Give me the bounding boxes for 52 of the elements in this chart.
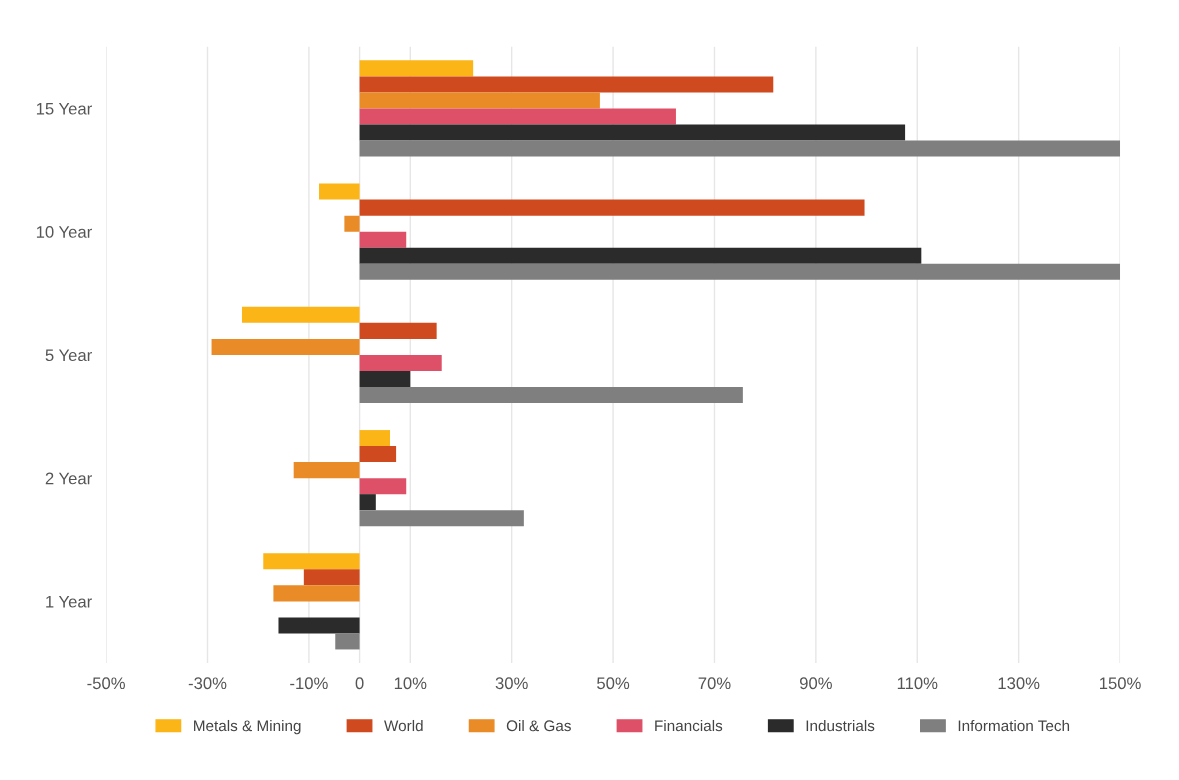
x-tick-label: 30% [495, 677, 528, 690]
bar [359, 199, 865, 216]
x-tick-label: 110% [897, 677, 938, 690]
y-tick-label: 5 Year [45, 349, 92, 362]
bar [293, 462, 360, 479]
bar [303, 569, 360, 586]
bar [211, 338, 360, 355]
bar [273, 585, 360, 602]
bar [359, 124, 906, 141]
bar [359, 430, 391, 447]
bar [359, 108, 676, 125]
legend-label: Financials [655, 719, 723, 732]
bar [359, 76, 774, 93]
y-tick-label: 1 Year [46, 595, 92, 608]
y-tick-label: 10 Year [36, 226, 92, 238]
bar [359, 478, 407, 495]
bar [263, 553, 360, 570]
bar [359, 510, 524, 527]
x-tick-label: -10% [290, 677, 328, 690]
y-tick-label: 15 Year [36, 102, 92, 115]
x-tick-label: 0 [355, 677, 364, 690]
bar [359, 494, 376, 511]
bar [359, 322, 437, 339]
bar [278, 617, 360, 634]
x-tick-label: 50% [597, 677, 630, 690]
x-tick-label: -30% [188, 677, 227, 690]
bar [359, 386, 743, 403]
bar [359, 60, 474, 77]
bar [319, 183, 360, 200]
bar [335, 633, 360, 650]
bar [359, 247, 922, 264]
x-tick-label: 150% [1100, 677, 1141, 690]
legend-label: Metals & Mining [194, 719, 301, 735]
bar [359, 446, 397, 463]
x-tick-label: 10% [394, 677, 427, 690]
x-tick-label: 70% [698, 677, 731, 690]
bar [359, 354, 442, 371]
y-tick-label: 2 Year [45, 472, 92, 485]
bar [359, 140, 1121, 157]
bar [359, 263, 1121, 280]
x-tick-label: 90% [799, 677, 832, 690]
bar [344, 215, 360, 232]
bar [359, 370, 411, 387]
legend-label: Oil & Gas [506, 719, 571, 732]
legend-label: Industrials [806, 719, 875, 732]
bar [359, 92, 600, 109]
bar [241, 306, 360, 323]
x-tick-label: -50% [87, 677, 125, 690]
legend-label: Information Tech [958, 719, 1070, 732]
bar [359, 231, 407, 248]
x-tick-label: 130% [998, 677, 1040, 690]
legend-label: World [384, 719, 423, 732]
